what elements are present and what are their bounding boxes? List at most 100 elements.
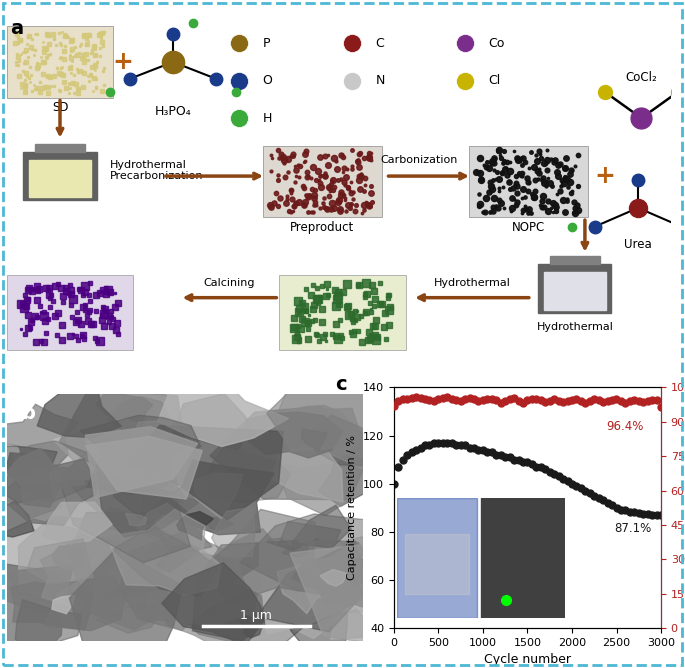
Polygon shape [247,412,343,458]
Polygon shape [18,516,153,606]
Polygon shape [195,473,243,519]
Text: CoCl₂: CoCl₂ [625,71,658,84]
Polygon shape [125,426,283,520]
Text: NOPC: NOPC [512,221,545,234]
Polygon shape [285,405,353,443]
Polygon shape [96,394,153,424]
Polygon shape [97,601,169,633]
Bar [544,273,606,310]
Text: Urea: Urea [624,238,652,250]
Polygon shape [87,566,163,611]
Polygon shape [0,519,123,609]
Polygon shape [240,616,266,638]
Polygon shape [240,514,385,591]
Polygon shape [45,576,125,631]
Polygon shape [80,415,201,495]
Polygon shape [115,530,227,599]
Text: +: + [113,50,134,74]
Text: H₃PO₄: H₃PO₄ [155,105,191,118]
Polygon shape [155,570,260,651]
Polygon shape [62,445,182,517]
FancyBboxPatch shape [7,275,133,350]
Polygon shape [212,507,255,556]
Polygon shape [241,408,362,467]
Polygon shape [84,540,192,630]
Polygon shape [138,573,169,600]
Polygon shape [174,393,254,450]
Polygon shape [177,576,272,645]
Polygon shape [3,441,109,502]
Bar [481,498,565,619]
Polygon shape [0,404,79,472]
Polygon shape [209,516,234,531]
Y-axis label: Capacitance retention / %: Capacitance retention / % [347,435,358,580]
Polygon shape [162,573,232,617]
Polygon shape [206,442,290,502]
Polygon shape [271,446,343,502]
Polygon shape [15,600,82,651]
Polygon shape [108,509,221,595]
Polygon shape [42,502,112,544]
Bar [36,144,84,152]
Polygon shape [275,429,389,516]
Polygon shape [254,554,373,624]
FancyBboxPatch shape [279,275,406,350]
Text: Calcining: Calcining [203,279,256,289]
Polygon shape [319,455,397,506]
Polygon shape [192,540,339,648]
Polygon shape [0,501,34,537]
Polygon shape [282,543,308,557]
Polygon shape [210,406,375,500]
Bar [550,256,599,264]
Polygon shape [112,526,219,597]
Text: 1 μm: 1 μm [240,609,272,622]
Text: Preproduct: Preproduct [290,221,355,234]
Polygon shape [320,570,347,587]
Polygon shape [266,353,397,452]
Polygon shape [53,426,150,474]
Polygon shape [152,460,274,534]
Text: +: + [595,164,615,188]
X-axis label: Cycle number: Cycle number [484,653,571,666]
Polygon shape [266,538,288,557]
Polygon shape [286,602,347,646]
Polygon shape [143,495,187,525]
Polygon shape [236,534,348,634]
Text: O: O [262,74,273,88]
Polygon shape [309,415,382,466]
Polygon shape [86,436,202,499]
Text: b: b [21,404,35,423]
Polygon shape [52,546,84,570]
Polygon shape [170,473,232,516]
Polygon shape [331,609,369,639]
Polygon shape [52,595,75,614]
Text: a: a [10,19,23,38]
Polygon shape [292,541,380,613]
Text: SD: SD [52,102,68,114]
Polygon shape [297,533,413,617]
Polygon shape [162,563,261,643]
Polygon shape [0,445,58,503]
Polygon shape [158,367,288,446]
Polygon shape [125,513,147,526]
Text: C: C [375,37,384,50]
Polygon shape [85,427,197,498]
Polygon shape [101,454,157,490]
Polygon shape [291,505,351,548]
Polygon shape [7,449,85,507]
Polygon shape [69,548,182,668]
Text: N: N [375,74,385,88]
Polygon shape [277,560,337,614]
Text: Cl: Cl [488,74,501,88]
Polygon shape [201,510,340,603]
Text: Hydrothermal: Hydrothermal [536,322,613,332]
Bar [538,264,612,313]
Polygon shape [5,453,41,478]
Text: Hydrothermal: Hydrothermal [434,279,510,289]
FancyBboxPatch shape [262,146,382,217]
FancyBboxPatch shape [7,27,113,98]
Polygon shape [282,539,380,583]
Text: 87.1%: 87.1% [614,522,652,534]
Polygon shape [301,429,327,451]
Text: Carbonization: Carbonization [380,155,458,165]
